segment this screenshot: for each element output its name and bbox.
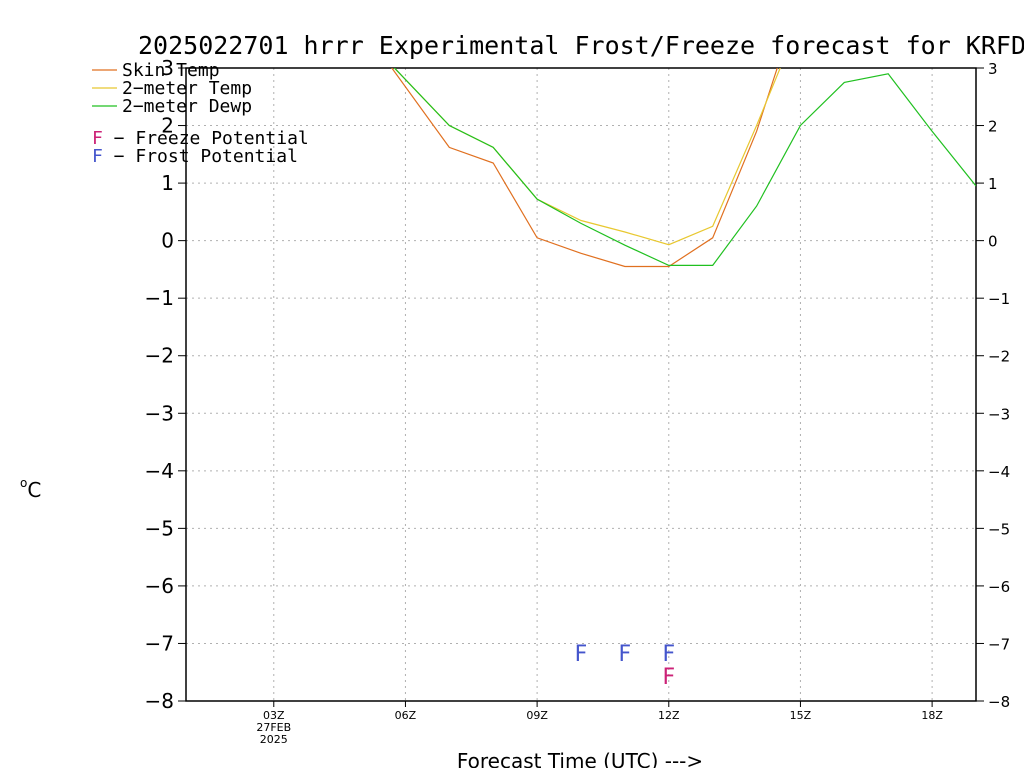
y-axis-label-degree: o xyxy=(20,476,27,490)
grid-layer xyxy=(186,68,976,701)
legend-flag: F − Frost Potential xyxy=(92,146,298,167)
x-tick-label: 09Z xyxy=(526,709,548,722)
frost-freeze-marks: F F FF xyxy=(575,642,675,690)
y-tick-label-left: −3 xyxy=(145,401,174,425)
y-tick-label-right: −6 xyxy=(988,578,1010,596)
frost-mark: F xyxy=(619,642,632,667)
x-tick-date: 27FEB xyxy=(256,721,291,734)
y-tick-label-left: −8 xyxy=(145,689,174,713)
y-axis-label-unit: C xyxy=(27,478,41,502)
y-tick-label-left: −6 xyxy=(145,574,174,598)
y-tick-label-right: −1 xyxy=(988,290,1010,308)
y-tick-label-right: −4 xyxy=(988,463,1010,481)
x-tick-label: 15Z xyxy=(790,709,812,722)
x-tick-label: 12Z xyxy=(658,709,680,722)
legend-flag-letter: F xyxy=(92,128,103,149)
legend-entry: 2−meter Temp xyxy=(122,78,252,99)
series-line-1 xyxy=(393,68,781,246)
frost-mark: F xyxy=(662,642,675,667)
freeze-mark: F xyxy=(662,665,675,690)
x-axis-label: Forecast Time (UTC) ---> xyxy=(457,749,703,768)
y-tick-label-right: 3 xyxy=(988,60,998,78)
y-tick-label-right: 2 xyxy=(988,118,998,136)
x-tick-label: 06Z xyxy=(395,709,417,722)
y-tick-label-left: −7 xyxy=(145,631,174,655)
y-tick-label-right: 0 xyxy=(988,233,998,251)
y-tick-label-left: 2 xyxy=(161,114,174,138)
x-tick-label: 03Z xyxy=(263,709,285,722)
y-tick-label-left: −4 xyxy=(145,459,174,483)
y-tick-label-right: −2 xyxy=(988,348,1010,366)
y-tick-label-right: −7 xyxy=(988,635,1010,653)
x-tick-year: 2025 xyxy=(260,733,288,746)
series-line-2 xyxy=(393,68,976,266)
y-tick-label-left: 3 xyxy=(161,56,174,80)
chart-title: 2025022701 hrrr Experimental Frost/Freez… xyxy=(138,31,1024,60)
plot-frame xyxy=(185,67,977,702)
legend-flag-letter: F xyxy=(92,146,103,167)
legend-entry: Skin Temp xyxy=(122,60,220,81)
y-tick-label-right: −3 xyxy=(988,405,1010,423)
legend-flag: F − Freeze Potential xyxy=(92,128,309,149)
frost-mark: F xyxy=(575,642,588,667)
legend-flag-text: − Frost Potential xyxy=(103,146,298,167)
x-tick-label: 18Z xyxy=(921,709,943,722)
y-axis-label: oC xyxy=(20,476,41,502)
y-tick-label-right: −8 xyxy=(988,693,1010,711)
y-axis-ticks: 3 3 2 2 1 1 0 0 −1 −1 −2 −2 −3 −3 −4 −4 −5 −5 −6 −6 −7 −7 −8 −8 xyxy=(145,56,1011,713)
legend-flag-text: − Freeze Potential xyxy=(103,128,309,149)
legend-entry: 2−meter Dewp xyxy=(122,96,252,117)
y-tick-label-left: −5 xyxy=(145,516,174,540)
y-tick-label-left: 0 xyxy=(161,229,174,253)
y-tick-label-right: 1 xyxy=(988,175,998,193)
series-layer xyxy=(391,68,976,268)
series-line-0 xyxy=(391,68,778,268)
y-tick-label-left: 1 xyxy=(161,171,174,195)
y-tick-label-right: −5 xyxy=(988,520,1010,538)
y-tick-label-left: −2 xyxy=(145,344,174,368)
y-tick-label-left: −1 xyxy=(145,286,174,310)
